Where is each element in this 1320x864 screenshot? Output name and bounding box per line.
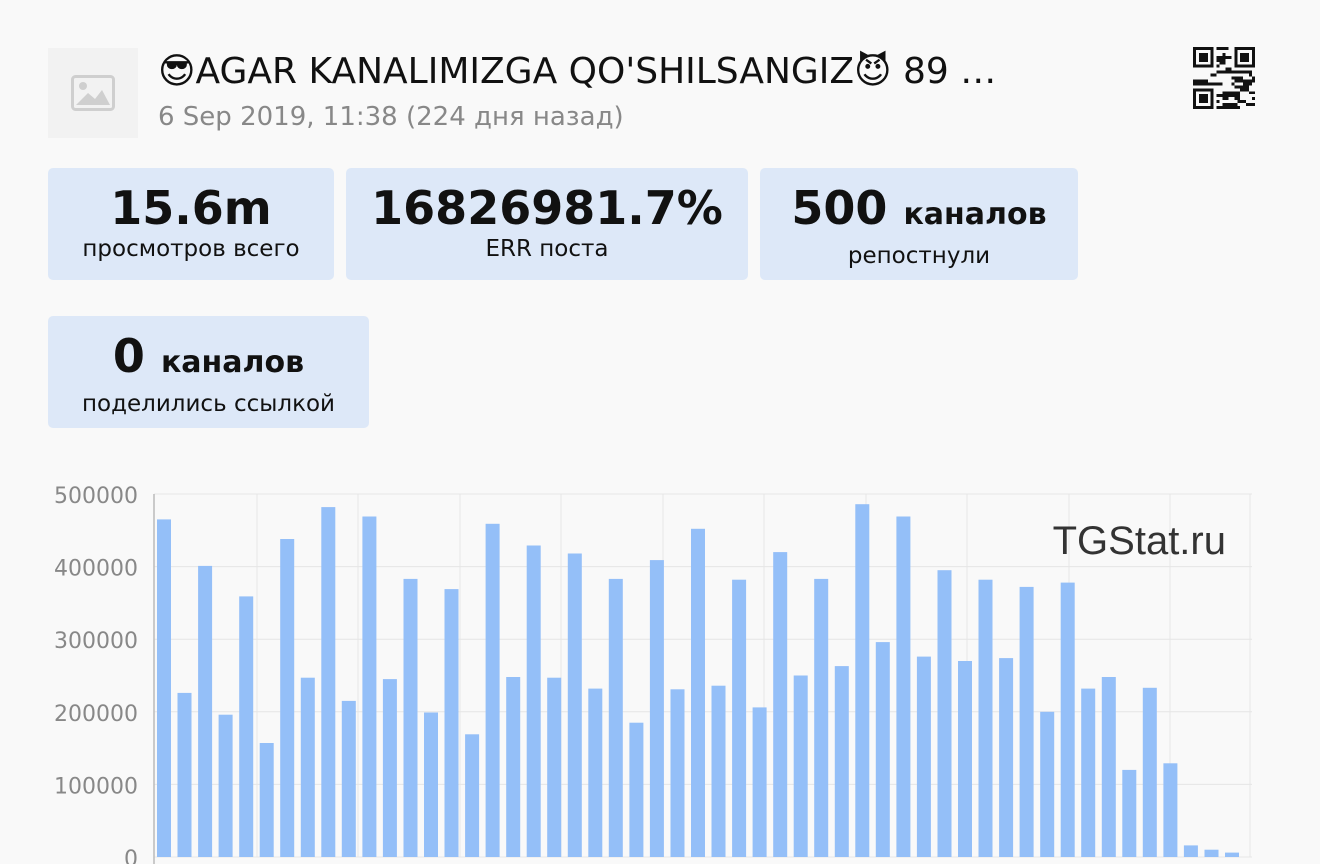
chart-bar bbox=[424, 712, 438, 857]
chart-bar bbox=[485, 523, 500, 857]
chart-bar bbox=[1163, 763, 1178, 857]
chart-bar bbox=[157, 519, 171, 857]
chart-bar bbox=[691, 528, 705, 857]
post-date: 6 Sep 2019, 11:38 (224 дня назад) bbox=[158, 102, 624, 132]
chart-bar bbox=[321, 507, 336, 857]
stat-value: 15.6m bbox=[110, 181, 272, 235]
chart-bar bbox=[1225, 852, 1239, 857]
stat-card-err: 16826981.7% ERR поста bbox=[346, 168, 748, 280]
chart-bar bbox=[649, 560, 664, 857]
y-tick-label: 200000 bbox=[54, 702, 138, 727]
chart-bar bbox=[793, 675, 808, 857]
chart-bar bbox=[1040, 711, 1055, 857]
chart-bar bbox=[444, 589, 459, 857]
chart-bar bbox=[608, 578, 623, 857]
views-chart: 500000 400000 300000 200000 100000 0 TGStat.ru bbox=[54, 484, 1252, 864]
chart-bar bbox=[999, 658, 1014, 857]
chart-bar bbox=[341, 700, 356, 857]
chart-bar bbox=[300, 677, 315, 857]
y-tick-label: 500000 bbox=[54, 484, 138, 509]
chart-bar bbox=[588, 688, 603, 857]
y-tick-label: 300000 bbox=[54, 629, 138, 654]
chart-bar bbox=[382, 679, 397, 857]
y-tick-label: 400000 bbox=[54, 557, 138, 582]
post-thumbnail[interactable] bbox=[48, 48, 138, 138]
chart-bar bbox=[937, 570, 952, 857]
watermark: TGStat.ru bbox=[1053, 519, 1226, 563]
chart-bar bbox=[1204, 849, 1219, 857]
chart-bar bbox=[896, 516, 911, 857]
y-tick-label: 100000 bbox=[54, 774, 138, 799]
stat-label: поделились ссылкой bbox=[81, 391, 336, 417]
chart-bar bbox=[547, 677, 562, 857]
stat-card-views: 15.6m просмотров всего bbox=[48, 168, 334, 280]
chart-bar bbox=[773, 552, 788, 857]
chart-bar bbox=[670, 689, 685, 857]
post-title: 😎AGAR KANALIMIZGA QO'SHILSANGIZ😈 89 … bbox=[158, 51, 997, 92]
chart-bar bbox=[855, 504, 870, 857]
chart-bar bbox=[1122, 769, 1137, 857]
image-placeholder-icon bbox=[71, 75, 115, 111]
qr-code-icon[interactable] bbox=[1193, 47, 1255, 109]
stat-card-reposts: 500 каналов репостнули bbox=[760, 168, 1078, 280]
stat-value: 16826981.7% bbox=[371, 181, 723, 235]
stat-label: ERR поста bbox=[485, 236, 609, 262]
chart-bar bbox=[1019, 586, 1034, 857]
chart-bar bbox=[198, 565, 213, 857]
chart-bar bbox=[711, 685, 726, 857]
y-tick-label: 0 bbox=[124, 847, 138, 864]
chart-bar bbox=[526, 545, 541, 857]
stat-card-links: 0 каналов поделились ссылкой bbox=[48, 316, 369, 428]
stat-label: репостнули bbox=[847, 243, 991, 269]
chart-bar bbox=[362, 516, 377, 857]
chart-bar bbox=[814, 578, 829, 857]
chart-bar bbox=[1060, 582, 1075, 857]
stat-label: просмотров всего bbox=[82, 236, 300, 262]
chart-bar bbox=[958, 661, 972, 857]
chart-bar bbox=[1081, 688, 1096, 857]
chart-bar bbox=[1183, 845, 1198, 857]
chart-bar bbox=[1142, 687, 1157, 857]
chart-bar bbox=[629, 722, 644, 857]
chart-bar bbox=[239, 596, 254, 857]
chart-bar bbox=[218, 714, 233, 857]
chart-bar bbox=[875, 642, 890, 857]
chart-bar bbox=[1101, 677, 1116, 857]
chart-bar bbox=[259, 743, 274, 857]
chart-bar bbox=[752, 707, 767, 857]
chart-bar bbox=[465, 734, 480, 857]
chart-bar bbox=[834, 666, 849, 857]
chart-bar bbox=[506, 677, 521, 857]
stat-value: 0 каналов bbox=[112, 329, 305, 383]
chart-bar bbox=[177, 692, 192, 857]
chart-bar bbox=[403, 578, 418, 857]
chart-bar bbox=[280, 539, 295, 857]
stat-value: 500 каналов bbox=[791, 181, 1047, 235]
chart-bar bbox=[916, 656, 931, 857]
chart-bar bbox=[567, 553, 582, 857]
chart-bar bbox=[978, 579, 993, 857]
chart-bar bbox=[732, 579, 747, 857]
